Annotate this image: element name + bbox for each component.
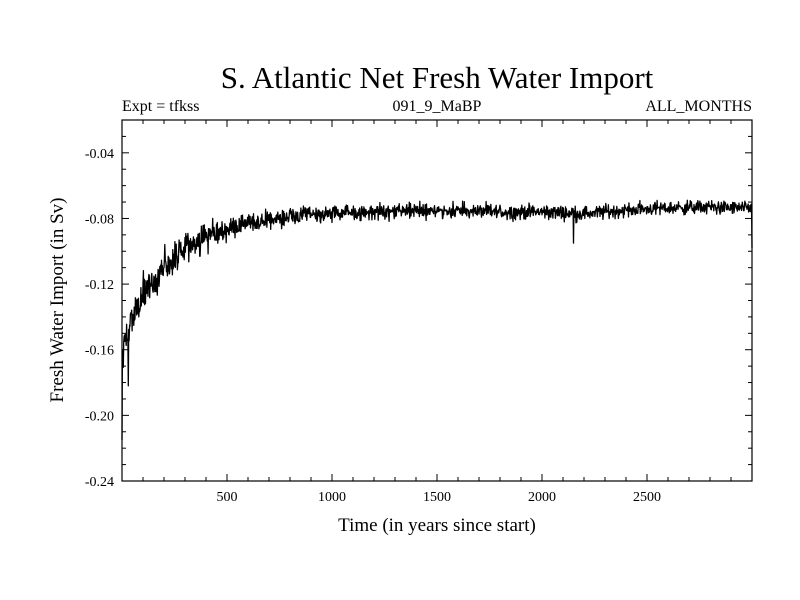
x-tick-label: 1500: [423, 490, 451, 505]
chart-title: S. Atlantic Net Fresh Water Import: [221, 60, 654, 95]
x-tick-label: 500: [217, 490, 238, 505]
y-tick-label: -0.04: [85, 147, 114, 162]
y-tick-label: -0.08: [85, 212, 114, 227]
x-tick-label: 2000: [528, 490, 556, 505]
y-axis-label: Fresh Water Import (in Sv): [47, 198, 68, 403]
plot-data: [121, 199, 753, 441]
experiment-label: Expt = tfkss: [122, 98, 199, 115]
y-tick-label: -0.24: [85, 475, 114, 490]
x-axis-label: Time (in years since start): [338, 515, 536, 536]
y-tick-label: -0.20: [85, 409, 114, 424]
run-id-label: 091_9_MaBP: [393, 98, 482, 115]
axes: 500 1000 1500 2000 2500 -0.24 -0.20 -0.16 -0.12 -…: [85, 120, 752, 505]
months-label: ALL_MONTHS: [645, 98, 752, 115]
y-tick-label: -0.16: [85, 344, 114, 359]
x-tick-label: 2500: [633, 490, 661, 505]
y-tick-label: -0.12: [85, 278, 114, 293]
x-tick-label: 1000: [318, 490, 346, 505]
plot-frame: [121, 119, 753, 482]
series-line: [121, 199, 753, 441]
